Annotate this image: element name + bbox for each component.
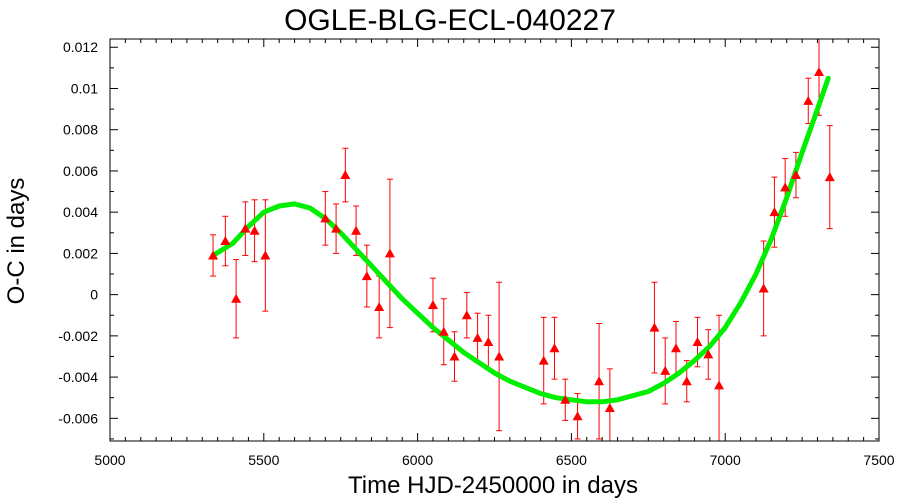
data-point — [427, 299, 438, 309]
data-point — [231, 293, 242, 303]
data-point — [780, 182, 791, 192]
data-point — [472, 332, 483, 342]
data-point — [220, 236, 231, 246]
data-point — [692, 337, 703, 347]
data-point — [208, 250, 219, 260]
data-point — [331, 223, 342, 233]
x-tick-label: 7500 — [863, 452, 894, 468]
axis-ticks: 5000 5500 6000 6500 7000 7500 -0.006 -0.004 -0.0… — [58, 39, 895, 468]
y-tick-label: 0.012 — [63, 39, 98, 55]
data-point — [714, 380, 725, 390]
data-point — [438, 326, 449, 336]
y-tick-label: -0.002 — [58, 328, 98, 344]
data-point — [320, 213, 331, 223]
data-point — [660, 365, 671, 375]
data-point — [260, 250, 271, 260]
y-tick-label: 0.01 — [71, 80, 98, 96]
x-tick-label: 5000 — [94, 452, 125, 468]
data-point — [649, 322, 660, 332]
data-point — [449, 351, 460, 361]
y-tick-label: 0.002 — [63, 245, 98, 261]
chart-title: OGLE-BLG-ECL-040227 — [284, 4, 616, 37]
data-point — [249, 225, 260, 235]
y-tick-label: 0.008 — [63, 122, 98, 138]
y-tick-label: 0 — [90, 287, 98, 303]
x-axis-label: Time HJD-2450000 in days — [348, 472, 638, 499]
data-point — [803, 95, 814, 105]
plot-area — [208, 39, 835, 441]
fit-curve — [210, 75, 831, 405]
y-tick-label: -0.004 — [58, 369, 98, 385]
data-point — [758, 283, 769, 293]
data-point — [670, 343, 681, 353]
data-point — [790, 170, 801, 180]
data-point — [461, 310, 472, 320]
y-tick-label: -0.006 — [58, 410, 98, 426]
data-point — [374, 302, 385, 311]
x-tick-label: 6000 — [402, 452, 433, 468]
y-tick-label: 0.006 — [63, 163, 98, 179]
data-point — [594, 376, 605, 386]
data-point — [604, 403, 615, 413]
x-tick-label: 6500 — [556, 452, 587, 468]
y-axis-label: O-C in days — [3, 178, 30, 305]
data-point — [384, 248, 395, 258]
data-point — [351, 225, 362, 235]
data-point — [560, 394, 571, 404]
data-point — [824, 172, 835, 182]
x-tick-label: 5500 — [248, 452, 279, 468]
data-point — [703, 349, 714, 359]
data-point — [340, 170, 351, 180]
data-point — [572, 411, 583, 421]
data-point — [549, 343, 560, 353]
data-point — [814, 66, 825, 76]
data-point — [769, 207, 780, 217]
data-point — [361, 271, 372, 281]
plot-frame — [109, 38, 880, 442]
data-point — [240, 223, 251, 233]
data-point — [494, 351, 505, 361]
data-point — [483, 337, 494, 347]
data-point — [681, 376, 692, 386]
y-tick-label: 0.004 — [63, 204, 98, 220]
x-tick-label: 7000 — [710, 452, 741, 468]
data-point — [538, 355, 549, 365]
